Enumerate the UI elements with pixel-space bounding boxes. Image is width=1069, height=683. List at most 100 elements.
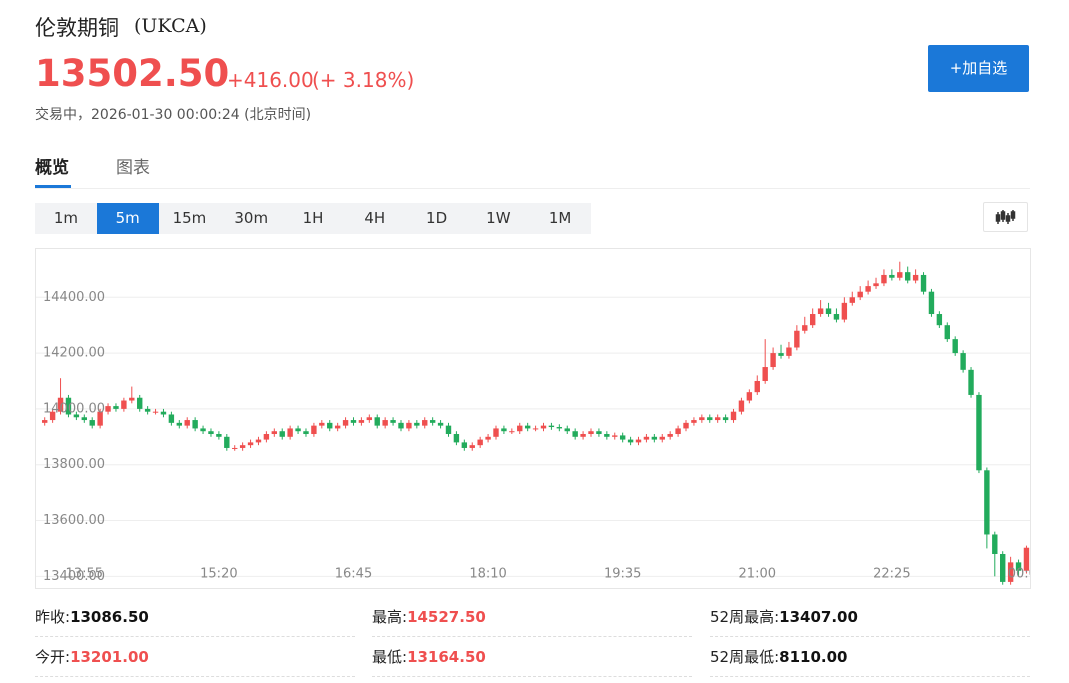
- add-watchlist-button[interactable]: +加自选: [928, 45, 1029, 92]
- candle-body: [532, 428, 539, 430]
- chart-type-button[interactable]: [983, 202, 1028, 232]
- candle-body: [81, 417, 87, 421]
- candle-body: [857, 291, 863, 298]
- candle-body: [802, 325, 808, 331]
- stat-value: 13086.50: [70, 608, 149, 626]
- candle-body: [65, 397, 72, 415]
- candle-body: [239, 445, 246, 448]
- candle-body: [675, 428, 681, 435]
- stat-value: 8110.00: [779, 648, 848, 666]
- y-tick-label: 13800.00: [43, 457, 105, 472]
- interval-button[interactable]: 5m: [96, 203, 159, 234]
- candle-body: [509, 431, 515, 433]
- candle-body: [414, 422, 420, 426]
- interval-button[interactable]: 1m: [53, 209, 78, 227]
- candle-body: [303, 431, 309, 435]
- candle-body: [437, 422, 444, 426]
- x-tick-label: 21:00: [739, 567, 776, 582]
- candle-body: [960, 353, 966, 370]
- candle-body: [42, 420, 48, 423]
- candle-body: [49, 411, 56, 421]
- x-tick-label: 15:20: [200, 567, 237, 582]
- candle-body: [992, 534, 998, 555]
- candle-body: [168, 414, 175, 423]
- chart: 13400.00 13600.00 13800.00 14000.00 14200.00…: [35, 248, 1031, 589]
- candle-body: [928, 291, 935, 315]
- stat-label: 最低:: [372, 648, 408, 666]
- candle-body: [279, 431, 285, 437]
- stat: 最低:13164.50: [372, 646, 486, 667]
- candle-body: [707, 417, 713, 421]
- candle-body: [137, 397, 143, 409]
- candle-body: [572, 431, 578, 437]
- candle-body: [105, 406, 111, 412]
- x-tick-label: 22:25: [873, 567, 910, 582]
- candle-body: [113, 406, 119, 409]
- interval-button[interactable]: 1W: [486, 209, 511, 227]
- candle-body: [952, 339, 958, 354]
- candle-body: [936, 314, 943, 326]
- interval-button[interactable]: 1D: [426, 209, 448, 227]
- candle-body: [311, 425, 317, 435]
- candle-body: [944, 325, 950, 340]
- stat: 52周最高:13407.00: [710, 606, 858, 627]
- candle-body: [604, 434, 610, 437]
- candle-body: [524, 425, 531, 429]
- symbol: (UKCA): [134, 15, 207, 37]
- candle-body: [493, 428, 499, 437]
- candle-body: [398, 422, 404, 429]
- divider: [35, 188, 1030, 189]
- candle-body: [548, 425, 555, 428]
- candle-body: [873, 283, 879, 287]
- candle-body: [287, 428, 293, 437]
- candle-body: [366, 417, 373, 421]
- candle-body: [1015, 562, 1022, 571]
- candle-body: [699, 417, 705, 421]
- stat: 最高:14527.50: [372, 606, 486, 627]
- candle-body: [469, 445, 475, 448]
- tab[interactable]: 图表: [116, 158, 150, 178]
- candle-body: [770, 353, 776, 368]
- candle-body: [889, 274, 895, 278]
- price-change-pct: (+ 3.18%): [312, 68, 415, 92]
- candle-body: [485, 436, 491, 440]
- candle-body: [501, 428, 507, 432]
- candle-body: [247, 442, 254, 446]
- candle-body: [382, 420, 388, 426]
- candle-body: [232, 447, 238, 449]
- candle-body: [825, 308, 832, 315]
- candle-body: [667, 434, 673, 437]
- candle-body: [1000, 554, 1006, 582]
- candle-body: [659, 436, 665, 440]
- price: 13502.50: [35, 52, 230, 95]
- candle-body: [683, 422, 689, 429]
- candle-body: [184, 420, 190, 426]
- interval-button[interactable]: 4H: [364, 209, 386, 227]
- candle-body: [643, 436, 650, 440]
- candle-body: [334, 425, 341, 429]
- divider: [35, 636, 355, 637]
- stat-label: 最高:: [372, 608, 408, 626]
- interval-button[interactable]: 1M: [548, 209, 572, 227]
- candle-body: [849, 297, 855, 303]
- candle-body: [255, 439, 262, 443]
- divider: [35, 676, 355, 677]
- candle-body: [271, 431, 278, 435]
- interval-button[interactable]: 15m: [172, 209, 207, 227]
- interval-bar: 1m 5m 15m 30m 1H 4H 1D 1W 1M: [35, 203, 591, 234]
- candle-body: [968, 369, 974, 395]
- chart-icon: [995, 210, 1016, 224]
- candle-body: [984, 470, 990, 535]
- stat-value: 13164.50: [407, 648, 486, 666]
- candle-body: [477, 439, 483, 446]
- interval-button[interactable]: 1H: [302, 209, 324, 227]
- candle-body: [208, 431, 214, 435]
- stat-label: 52周最低:: [710, 648, 780, 666]
- candle-body: [429, 420, 436, 423]
- tab[interactable]: 概览: [35, 158, 69, 178]
- candle-body: [778, 353, 784, 356]
- interval-button[interactable]: 30m: [234, 209, 269, 227]
- candle-body: [635, 439, 642, 443]
- candle-body: [786, 347, 792, 356]
- x-tick-label: 00:00: [1008, 567, 1031, 582]
